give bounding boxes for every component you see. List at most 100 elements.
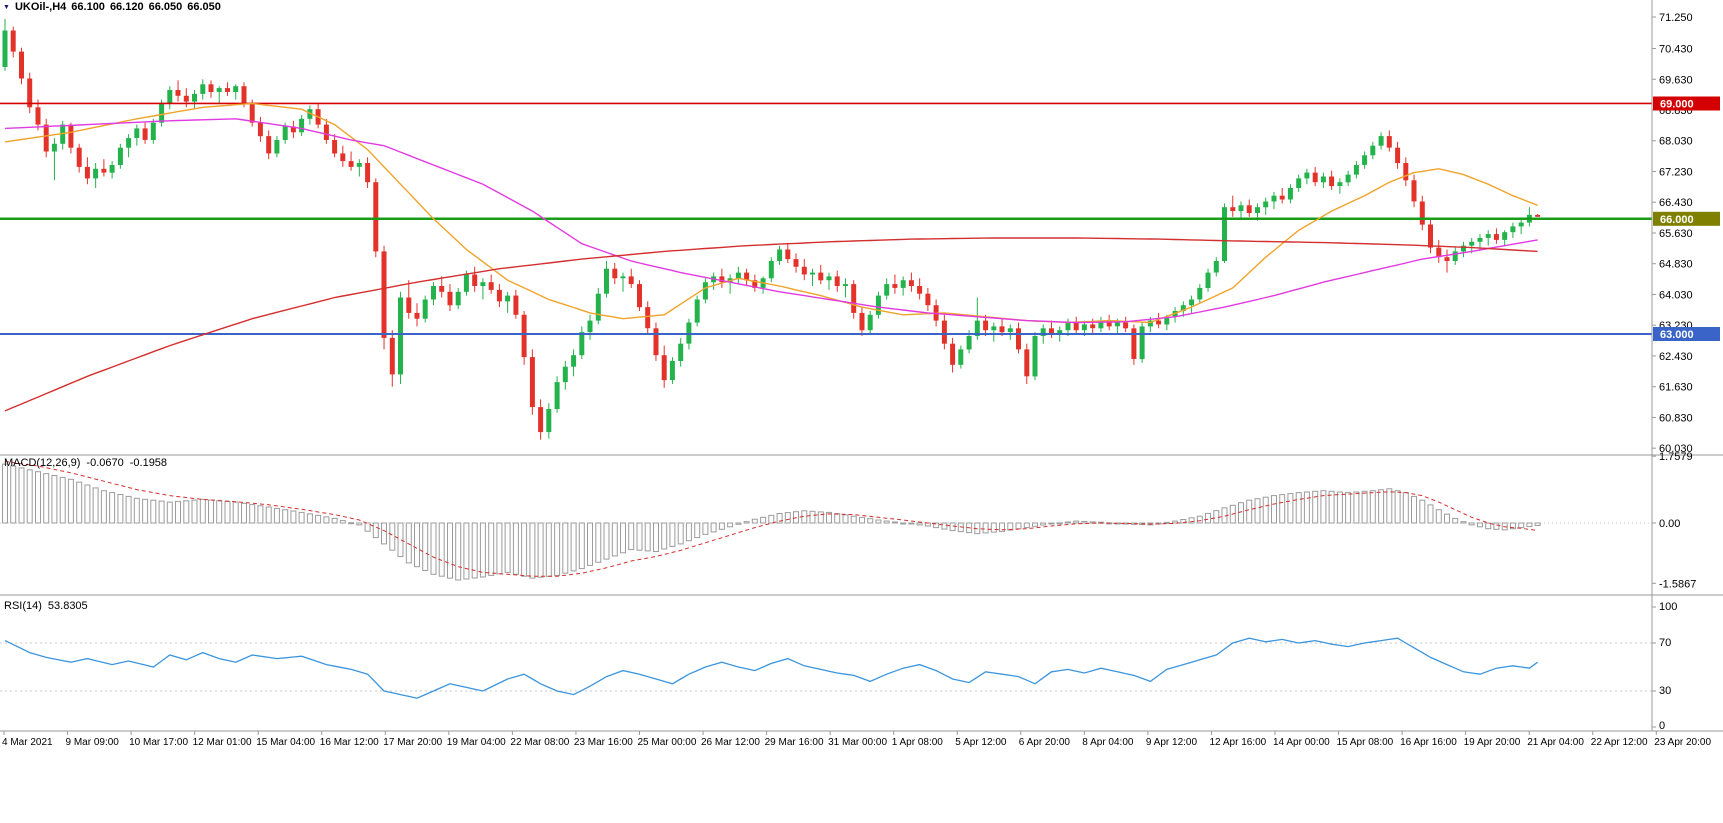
ma-fast-orange [4,102,1538,324]
candle-body [1279,195,1285,200]
macd-bar [718,522,725,530]
candle-body [1461,245,1466,252]
macd-bar [1205,512,1211,524]
macd-bar [1213,510,1220,524]
macd-bar [1336,491,1343,524]
time-axis-label: 23 Apr 20:00 [1654,737,1711,748]
candle-body [216,88,222,92]
time-axis-label: 1 Apr 08:00 [892,737,944,748]
candle-body [826,276,832,281]
macd-bar [1402,492,1409,524]
macd-bar [710,522,717,533]
macd-bar [479,522,486,578]
macd-bar [1081,521,1088,524]
macd-bar [1427,504,1434,524]
macd-bar [224,500,231,524]
candle-body [323,124,329,140]
candle-body [1502,232,1508,240]
candle-body [752,280,758,288]
macd-bar [1007,522,1014,531]
macd-bar [1477,522,1483,528]
macd-value-signal: -0.1958 [129,457,168,469]
candle-body [1114,322,1120,327]
macd-bar [1320,490,1327,524]
candle-body [200,84,206,94]
candle-body [1535,214,1541,217]
candle-body [1156,320,1162,325]
time-axis-label: 9 Apr 12:00 [1146,737,1198,748]
macd-bar [389,522,396,551]
time-axis-label: 16 Mar 12:00 [320,737,379,748]
candle-body [488,282,494,290]
price-axis-label: 61.630 [1659,382,1693,394]
macd-bar [1262,496,1269,524]
candle-body [991,326,997,331]
macd-bar [51,475,58,524]
candle-body [192,93,197,102]
macd-bar [1386,488,1393,524]
macd-bar [859,516,865,524]
price-axis-label: 64.030 [1659,290,1693,302]
macd-bar [595,522,602,563]
ohlc-open: 66.100 [71,1,105,13]
price-axis-label: 67.230 [1659,167,1693,179]
candle-body [356,163,362,167]
price-axis[interactable]: 71.25070.43069.63068.83068.03067.23066.4… [1652,12,1693,455]
candle-body [1049,328,1054,335]
time-axis-label: 14 Apr 00:00 [1273,737,1330,748]
candle-body [159,103,165,123]
time-axis-label: 6 Apr 20:00 [1019,737,1071,748]
macd-indicator-label: MACD(12,26,9) -0.0670 -0.1958 [4,457,167,469]
candle-body [373,182,379,252]
time-axis-label: 21 Apr 04:00 [1527,737,1584,748]
macd-bar [372,522,379,539]
candle-body [51,143,57,152]
time-axis-label: 5 Apr 12:00 [955,737,1007,748]
macd-bar [125,495,132,524]
macd-bar [941,522,948,530]
time-axis-label: 8 Apr 04:00 [1082,737,1134,748]
candle-body [1106,320,1112,327]
macd-bar [241,502,247,524]
macd-bar [1015,522,1022,530]
candle-body [810,272,815,275]
candle-body [834,276,840,286]
ohlc-close: 66.050 [187,1,221,13]
candle-body [1024,349,1030,377]
macd-bar [175,500,181,524]
candles-layer [2,18,1541,440]
candle-body [777,249,783,261]
time-axis[interactable]: 4 Mar 2021 9 Mar 09:00 10 Mar 17:00 12 Mar … [2,731,1711,748]
candle-body [2,30,8,67]
macd-bar [1254,498,1261,524]
candle-body [208,84,214,92]
candle-body [183,95,189,102]
candle-body [332,140,338,154]
candle-body [142,128,148,140]
macd-bar [999,522,1005,532]
candle-body [678,343,684,361]
price-tag-label: 69.000 [1660,99,1694,111]
rsi-line [4,637,1538,699]
candle-body [1016,328,1021,350]
candle-body [1238,205,1244,212]
candle-body [101,168,107,173]
candle-body [1411,180,1417,202]
macd-histogram [2,463,1541,581]
candle-body [983,320,989,331]
candle-body [801,266,807,275]
candle-body [1255,207,1260,213]
macd-bar [1509,522,1516,530]
time-axis-label: 17 Mar 20:00 [383,737,442,748]
candle-body [1230,207,1236,211]
macd-bar [883,520,890,524]
candle-body [546,409,552,433]
price-axis-label: 64.830 [1659,259,1693,271]
macd-bar [59,476,66,524]
candle-body [455,291,461,306]
candle-body [134,128,140,138]
macd-bar [496,522,503,575]
macd-bar [67,478,74,524]
macd-bar [1056,522,1063,525]
